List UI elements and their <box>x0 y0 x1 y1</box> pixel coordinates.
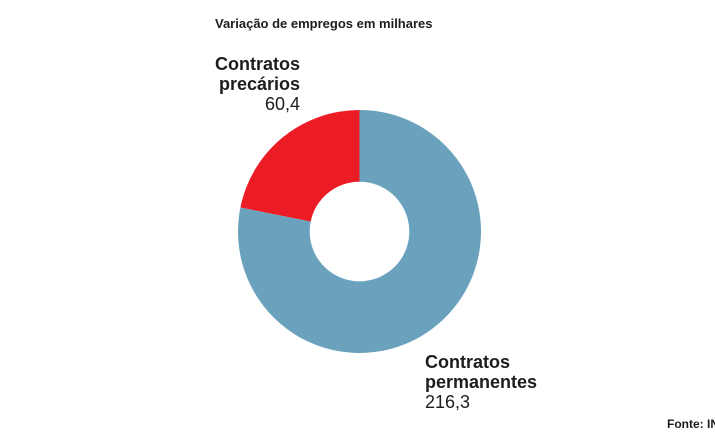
label-permanentes: Contratos permanentes 216,3 <box>425 352 547 412</box>
donut-chart <box>237 110 481 353</box>
label-precarios-text: Contratos precários <box>215 54 300 94</box>
label-permanentes-text: Contratos permanentes <box>425 352 538 392</box>
donut-slice-0 <box>240 110 360 222</box>
source-note: Fonte: IN <box>667 417 715 431</box>
donut-slice-1 <box>237 110 481 353</box>
label-permanentes-value: 216,3 <box>425 392 471 412</box>
chart-title: Variação de empregos em milhares <box>215 16 433 31</box>
label-precarios-value: 60,4 <box>264 94 300 114</box>
donut-svg <box>237 110 481 353</box>
label-precarios: Contratos precários 60,4 <box>188 54 300 114</box>
